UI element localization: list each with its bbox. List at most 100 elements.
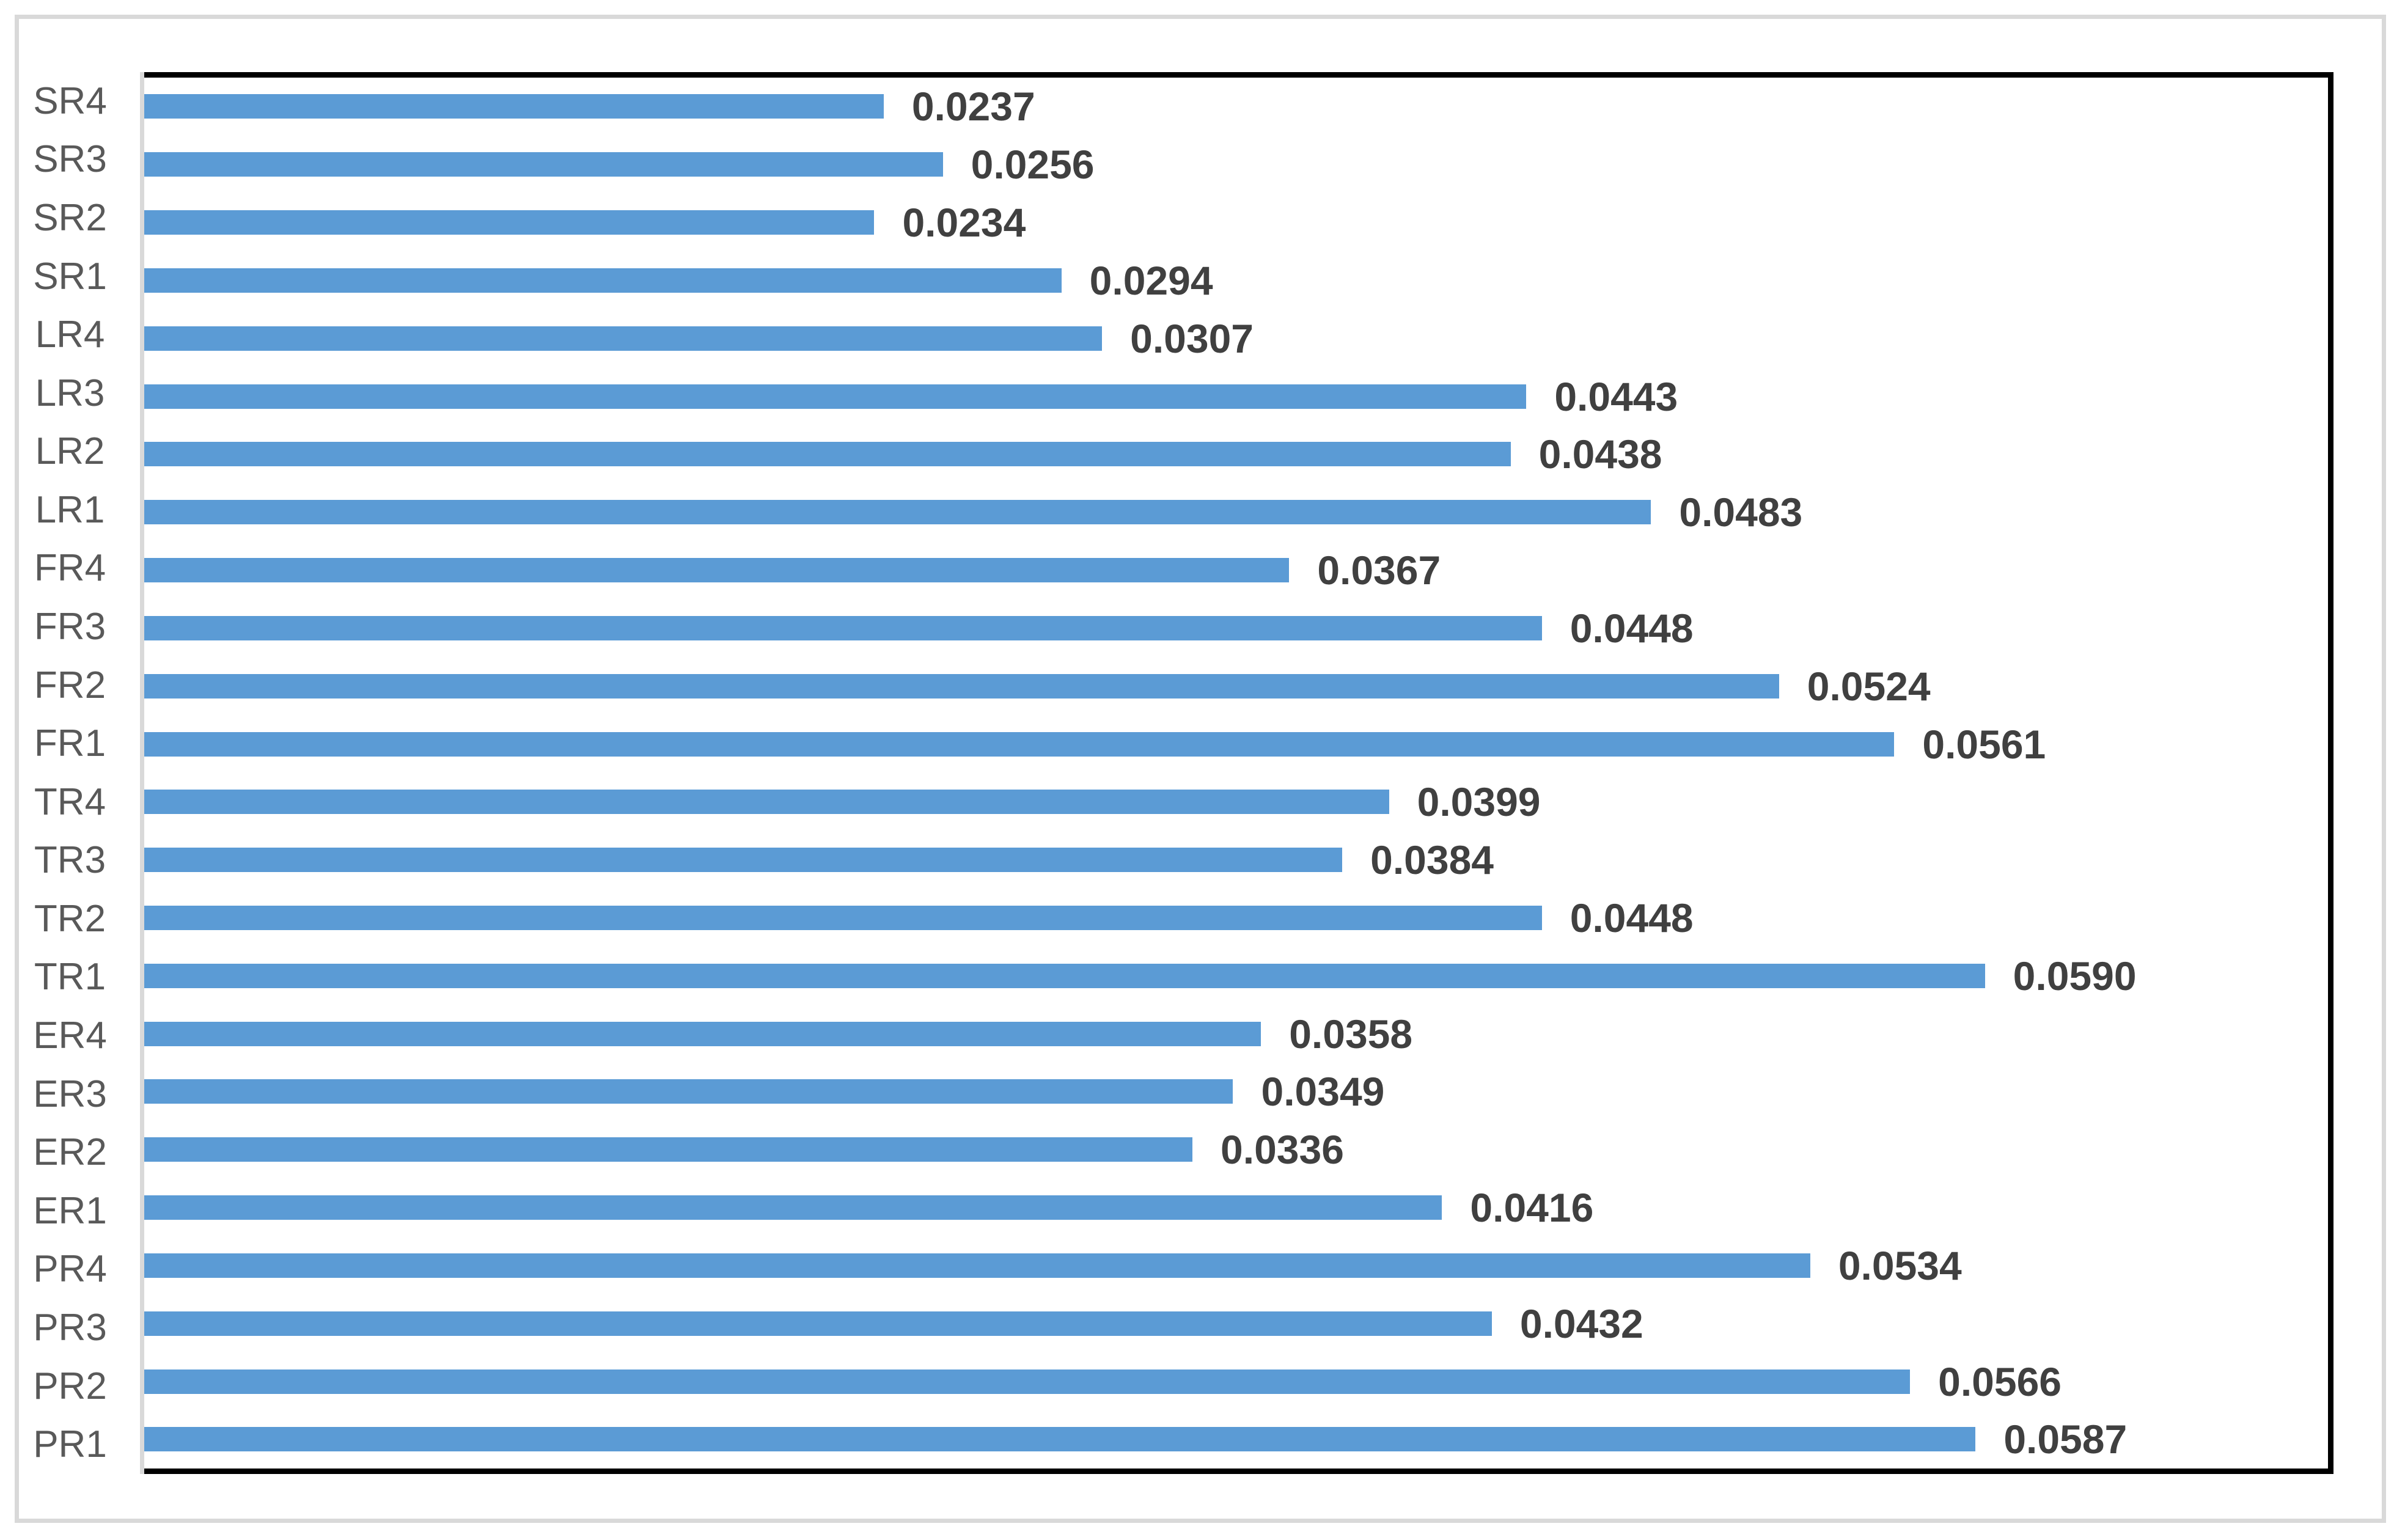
value-label: 0.0483 [1679, 490, 1803, 535]
bar [144, 558, 1290, 583]
value-label: 0.0438 [1538, 431, 1662, 477]
bar [144, 615, 1542, 640]
value-label: 0.0416 [1470, 1185, 1594, 1231]
bar-row: 0.0587 [144, 1410, 2328, 1469]
bar-row: 0.0294 [144, 251, 2328, 309]
bar-row: 0.0307 [144, 309, 2328, 367]
category-label: ER4 [33, 1014, 107, 1057]
category-axis-line [140, 72, 144, 1474]
bar-row: 0.0384 [144, 831, 2328, 889]
bar-row: 0.0443 [144, 367, 2328, 425]
bar [144, 1195, 1442, 1220]
value-label: 0.0524 [1807, 663, 1931, 709]
bar [144, 210, 875, 235]
value-label: 0.0566 [1938, 1358, 2062, 1404]
bar [144, 326, 1103, 351]
bar-row: 0.0448 [144, 889, 2328, 947]
bar [144, 442, 1511, 467]
value-label: 0.0448 [1570, 605, 1694, 651]
category-label: FR2 [34, 664, 106, 706]
category-label: ER3 [33, 1072, 107, 1115]
category-label: FR3 [34, 605, 106, 648]
category-label: SR4 [33, 79, 107, 122]
value-label: 0.0399 [1417, 779, 1541, 825]
value-label: 0.0432 [1519, 1300, 1643, 1346]
category-label: LR2 [35, 430, 105, 473]
bar [144, 963, 1985, 988]
value-label: 0.0336 [1221, 1127, 1344, 1173]
bar [144, 673, 1779, 698]
bar-row: 0.0438 [144, 425, 2328, 483]
bar [144, 152, 943, 177]
value-label: 0.0307 [1130, 315, 1254, 361]
bar-row: 0.0561 [144, 715, 2328, 773]
category-label: SR3 [33, 138, 107, 181]
bar-row: 0.0367 [144, 541, 2328, 600]
category-label: ER2 [33, 1131, 107, 1174]
value-label: 0.0349 [1261, 1069, 1385, 1115]
value-label: 0.0294 [1089, 257, 1213, 303]
bar [144, 500, 1651, 525]
bar-row: 0.0416 [144, 1179, 2328, 1237]
bar [144, 1021, 1261, 1046]
value-label: 0.0443 [1554, 373, 1678, 419]
value-label: 0.0234 [902, 200, 1026, 246]
category-label: PR3 [33, 1306, 107, 1349]
category-label: FR1 [34, 722, 106, 765]
category-label: FR4 [34, 547, 106, 590]
category-label: PR2 [33, 1365, 107, 1407]
value-label: 0.0448 [1570, 895, 1694, 941]
category-label: SR1 [33, 255, 107, 298]
plot-area: 0.0237 0.0256 0.0234 0.0294 0.0307 0.0443 0.04… [144, 72, 2333, 1474]
category-label: LR4 [35, 314, 105, 356]
bar [144, 268, 1062, 293]
bar-row: 0.0349 [144, 1063, 2328, 1121]
bar [144, 732, 1895, 757]
bar [144, 1369, 1911, 1394]
bar-row: 0.0483 [144, 483, 2328, 541]
bar [144, 1311, 1492, 1336]
bar-row: 0.0237 [144, 78, 2328, 136]
category-label: LR1 [35, 488, 105, 531]
category-label: TR3 [34, 839, 106, 882]
value-label: 0.0590 [2013, 953, 2137, 999]
category-label: TR2 [34, 897, 106, 940]
bar [144, 1427, 1976, 1452]
bar [144, 1253, 1810, 1278]
bar-row: 0.0336 [144, 1121, 2328, 1179]
category-label: SR2 [33, 196, 107, 239]
bar-row: 0.0234 [144, 194, 2328, 252]
category-axis: SR4 SR3 SR2 SR1 LR4 LR3 LR2 LR1 FR4 FR3 FR2 FR1 TR4 T… [0, 72, 140, 1474]
bar [144, 1079, 1233, 1104]
value-label: 0.0561 [1922, 721, 2046, 767]
bar-row: 0.0524 [144, 657, 2328, 715]
category-label: PR4 [33, 1248, 107, 1291]
bar-row: 0.0534 [144, 1237, 2328, 1295]
category-label: TR1 [34, 956, 106, 999]
bar [144, 1137, 1193, 1162]
value-label: 0.0358 [1289, 1011, 1413, 1057]
category-label: LR3 [35, 372, 105, 414]
value-label: 0.0367 [1317, 548, 1441, 593]
bar-row: 0.0566 [144, 1352, 2328, 1410]
value-label: 0.0237 [911, 84, 1035, 130]
bar [144, 384, 1527, 409]
bar-row: 0.0358 [144, 1005, 2328, 1063]
value-label: 0.0256 [971, 142, 1095, 188]
bar [144, 94, 884, 119]
value-label: 0.0587 [2003, 1417, 2128, 1462]
bar [144, 848, 1343, 873]
value-label: 0.0384 [1370, 837, 1494, 883]
bar-row: 0.0448 [144, 599, 2328, 657]
category-label: PR1 [33, 1423, 107, 1466]
bar-row: 0.0256 [144, 136, 2328, 194]
bar-row: 0.0399 [144, 773, 2328, 831]
value-label: 0.0534 [1838, 1242, 1962, 1288]
bar-row: 0.0590 [144, 947, 2328, 1005]
category-label: ER1 [33, 1189, 107, 1232]
bar [144, 906, 1542, 930]
category-label: TR4 [34, 780, 106, 823]
bar [144, 790, 1389, 815]
bar-row: 0.0432 [144, 1294, 2328, 1352]
